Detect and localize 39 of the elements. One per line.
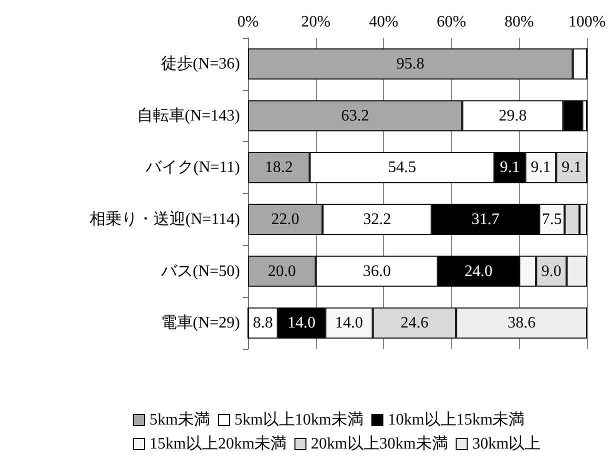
data-label: 9.1 — [500, 159, 520, 176]
data-label: 24.6 — [400, 314, 428, 332]
data-label: 20.0 — [268, 262, 296, 280]
data-label: 54.5 — [388, 159, 416, 176]
legend-label: 10km以上15km未満 — [388, 410, 525, 428]
x-tick-label: 40% — [368, 14, 398, 30]
legend-label: 20km以上30km未満 — [310, 434, 448, 452]
data-label: 9.0 — [541, 262, 562, 280]
data-label: 22.0 — [271, 210, 300, 228]
data-label: 14.0 — [288, 314, 316, 332]
data-label: 9.1 — [562, 159, 582, 176]
y-tick-label: バイク(N=11) — [144, 159, 240, 176]
legend-label: 15km以上20km未満 — [150, 434, 286, 452]
data-label: 7.5 — [542, 210, 562, 228]
data-label: 95.8 — [396, 55, 424, 72]
x-tick-label: 60% — [436, 14, 466, 30]
data-label: 8.8 — [252, 314, 273, 332]
x-tick-label: 80% — [504, 14, 534, 30]
legend-label: 5km以上10km未満 — [234, 410, 364, 428]
data-label: 29.8 — [498, 107, 527, 124]
data-label: 32.2 — [363, 210, 392, 228]
y-tick-label: 徒歩(N=36) — [160, 54, 240, 72]
y-tick-label: 電車(N=29) — [160, 314, 240, 332]
data-label: 36.0 — [362, 262, 391, 280]
x-tick-label: 100% — [568, 14, 606, 30]
y-tick-label: 自転車(N=143) — [136, 106, 240, 124]
legend-label: 5km未満 — [150, 410, 210, 428]
data-label: 63.2 — [341, 107, 370, 124]
data-label: 9.1 — [530, 159, 551, 176]
data-label: 14.0 — [335, 314, 364, 332]
y-tick-label: 相乗り・送迎(N=114) — [89, 210, 240, 228]
data-label: 31.7 — [471, 210, 500, 228]
data-label: 18.2 — [264, 159, 293, 176]
x-tick-label: 20% — [301, 14, 330, 30]
legend-label: 30km以上 — [472, 434, 541, 452]
data-label: 24.0 — [464, 262, 493, 280]
data-label: 38.6 — [508, 314, 536, 332]
x-tick-label: 0% — [237, 14, 259, 30]
y-tick-label: バス(N=50) — [160, 262, 240, 280]
